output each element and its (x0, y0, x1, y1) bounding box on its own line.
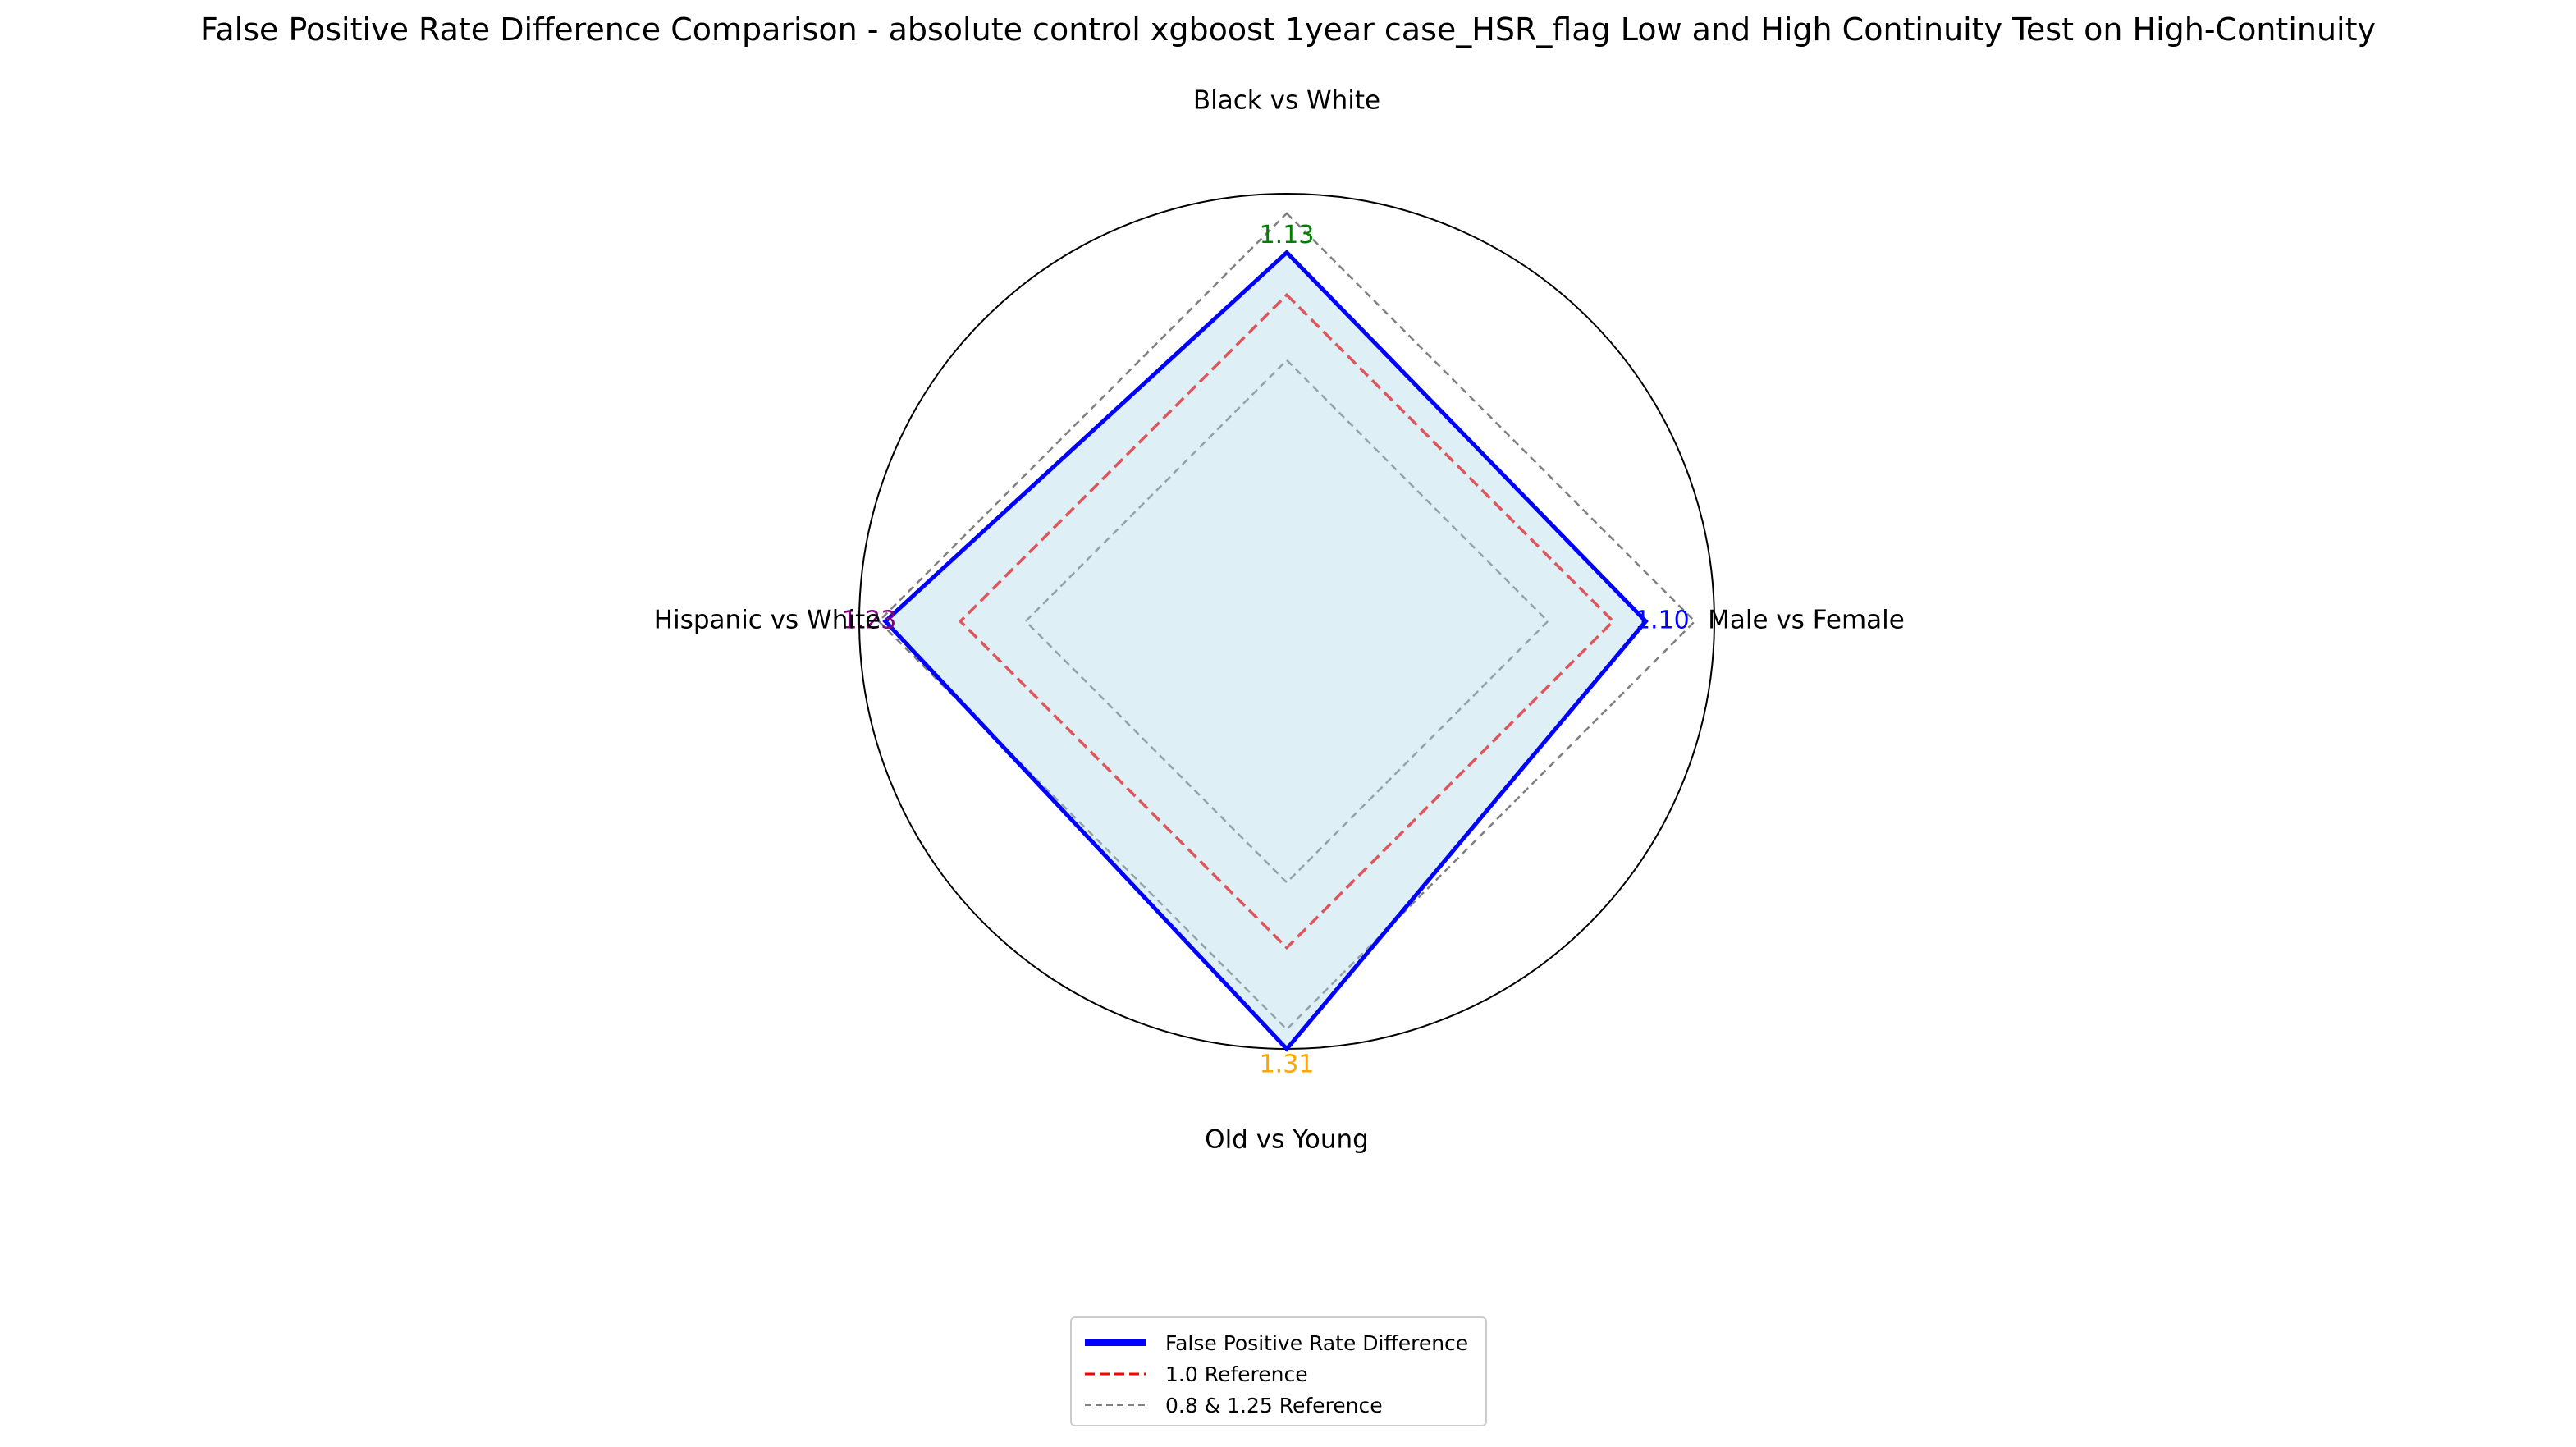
legend-label-series: False Positive Rate Difference (1165, 1330, 1469, 1355)
value-label-2: 1.31 (1260, 1050, 1315, 1078)
value-label-0: 1.13 (1260, 221, 1315, 250)
legend-swatch-series (1085, 1339, 1146, 1346)
value-label-3: 1.23 (842, 607, 897, 635)
axis-labels: Black vs White Male vs Female Old vs Young… (654, 86, 1905, 1155)
axis-label-1: Male vs Female (1708, 606, 1905, 635)
data-point-0 (1286, 251, 1288, 254)
legend-item-reference-1: 1.0 Reference (1083, 1361, 1308, 1387)
legend: False Positive Rate Difference 1.0 Refer… (1070, 1316, 1487, 1426)
reference-polygon-1-0 (958, 292, 1616, 950)
value-labels: 1.13 1.10 1.31 1.23 (842, 221, 1690, 1078)
series-layer (882, 250, 1649, 1052)
data-point-2 (1286, 1048, 1288, 1050)
legend-swatch-reference-2 (1085, 1404, 1146, 1406)
legend-item-reference-2: 0.8 & 1.25 Reference (1083, 1392, 1383, 1418)
legend-item-series: False Positive Rate Difference (1083, 1330, 1468, 1356)
axis-label-3: Hispanic vs White (654, 606, 881, 635)
legend-swatch-reference-1 (1085, 1372, 1146, 1376)
reference-lines (877, 212, 1696, 1031)
reference-polygon-1-25 (877, 212, 1696, 1031)
data-point-3 (884, 620, 886, 622)
series-area-0 (885, 252, 1646, 1050)
axis-label-2: Old vs Young (1205, 1125, 1369, 1155)
data-point-1 (1645, 620, 1647, 622)
axis-label-0: Black vs White (1193, 86, 1380, 116)
legend-label-reference-2: 0.8 & 1.25 Reference (1165, 1393, 1383, 1417)
chart-title: False Positive Rate Difference Compariso… (199, 11, 2376, 48)
value-label-1: 1.10 (1635, 607, 1690, 635)
legend-label-reference-1: 1.0 Reference (1165, 1362, 1308, 1386)
